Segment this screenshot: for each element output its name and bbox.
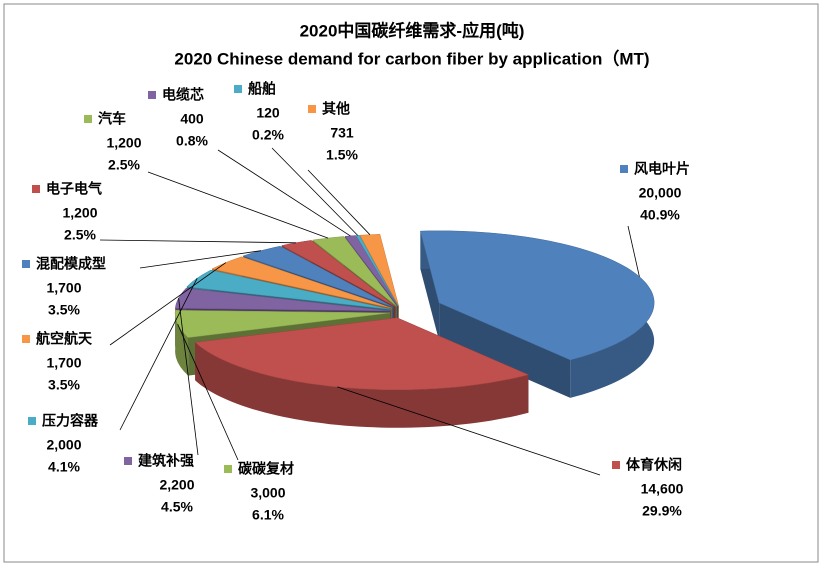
percent-label: 0.8%: [176, 133, 208, 149]
pie-slice: [359, 234, 399, 307]
category-label: 压力容器: [42, 413, 99, 429]
category-label: 电子电气: [46, 181, 102, 197]
category-label: 体育休闲: [626, 457, 682, 473]
pie-tops: [174, 230, 655, 391]
value-label: 20,000: [639, 185, 682, 201]
percent-label: 4.1%: [48, 459, 80, 475]
percent-label: 6.1%: [252, 507, 284, 523]
percent-label: 3.5%: [48, 302, 80, 318]
percent-label: 2.5%: [108, 157, 140, 173]
leader-line: [177, 324, 239, 461]
legend-swatch: [620, 165, 628, 173]
category-label: 风电叶片: [634, 161, 690, 177]
legend-swatch: [612, 461, 620, 469]
chart-title: 2020中国碳纤维需求-应用(吨): [300, 20, 525, 40]
legend-swatch: [32, 185, 40, 193]
value-label: 120: [256, 105, 280, 121]
legend-swatch: [124, 457, 132, 465]
category-label: 航空航天: [36, 331, 93, 347]
category-label: 船舶: [248, 81, 276, 97]
legend-swatch: [234, 85, 242, 93]
category-label: 混配模成型: [36, 256, 106, 272]
legend-swatch: [224, 465, 232, 473]
leader-line: [139, 250, 262, 269]
value-label: 1,200: [62, 205, 97, 221]
leader-line: [217, 149, 351, 237]
chart-border: [3, 3, 819, 563]
leader-line: [178, 298, 199, 456]
percent-label: 4.5%: [161, 499, 193, 515]
value-label: 1,700: [46, 280, 81, 296]
value-label: 731: [330, 125, 354, 141]
category-label: 碳碳复材: [238, 461, 294, 477]
category-label: 汽车: [98, 111, 126, 127]
legend-swatch: [22, 260, 30, 268]
percent-label: 2.5%: [64, 227, 96, 243]
leader-line: [109, 262, 227, 346]
legend-swatch: [84, 115, 92, 123]
percent-label: 1.5%: [326, 147, 358, 163]
legend-swatch: [148, 91, 156, 99]
data-labels: 风电叶片 20,000 40.9% 体育休闲 14,600 29.9% 碳碳复材 3,000 6…: [22, 81, 690, 523]
legend-swatch: [308, 105, 316, 113]
leader-line: [337, 386, 601, 476]
value-label: 400: [180, 111, 204, 127]
leader-line: [307, 169, 371, 235]
leader-line: [271, 147, 358, 236]
leader-line: [119, 278, 198, 431]
value-label: 1,700: [46, 355, 81, 371]
percent-label: 40.9%: [640, 207, 680, 223]
legend-swatch: [22, 335, 30, 343]
leader-line: [99, 239, 297, 244]
value-label: 3,000: [250, 485, 285, 501]
legend-swatch: [28, 417, 36, 425]
percent-label: 29.9%: [642, 503, 682, 519]
category-label: 建筑补强: [138, 453, 194, 469]
chart-subtitle: 2020 Chinese demand for carbon fiber by …: [174, 48, 649, 68]
percent-label: 3.5%: [48, 377, 80, 393]
pie-wall: [195, 342, 529, 428]
pie-side: [439, 302, 571, 398]
percent-label: 0.2%: [252, 127, 284, 143]
value-label: 2,000: [46, 437, 81, 453]
category-label: 电缆芯: [162, 87, 204, 103]
value-label: 1,200: [106, 135, 141, 151]
value-label: 2,200: [159, 477, 194, 493]
leader-line: [147, 171, 329, 239]
value-label: 14,600: [641, 481, 684, 497]
leader-line: [627, 225, 640, 277]
category-label: 其他: [322, 101, 350, 117]
